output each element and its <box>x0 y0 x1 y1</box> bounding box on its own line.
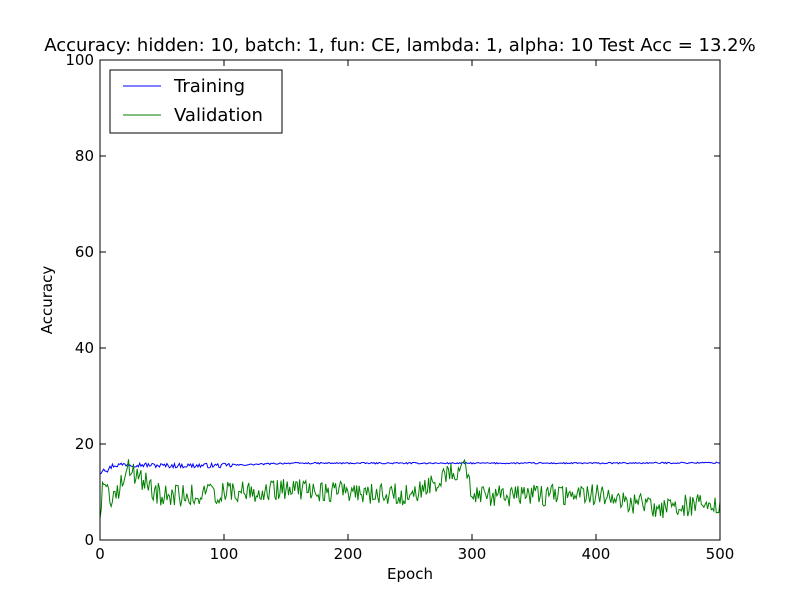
x-tick-label: 300 <box>458 545 487 563</box>
plot-border <box>99 59 721 541</box>
ticks-layer: 0 100 200 300 400 500 0 20 40 60 80 100 <box>65 51 734 563</box>
chart-title: Accuracy: hidden: 10, batch: 1, fun: CE,… <box>44 35 755 56</box>
series-line-training <box>99 461 721 475</box>
x-tick-label: 0 <box>95 545 105 563</box>
y-tick-label: 0 <box>84 531 94 549</box>
plot-area <box>100 60 720 540</box>
x-tick-label: 400 <box>582 545 611 563</box>
legend: Training Validation <box>109 69 283 134</box>
legend-label-validation: Validation <box>174 105 263 126</box>
x-tick-label: 200 <box>334 545 363 563</box>
y-axis-label: Accuracy <box>38 266 56 335</box>
y-tick-label: 60 <box>75 243 94 261</box>
x-tick-label: 100 <box>210 545 239 563</box>
legend-box <box>109 69 283 134</box>
series-layer <box>99 458 721 519</box>
y-tick-label: 20 <box>75 435 94 453</box>
y-tick-label: 40 <box>75 339 94 357</box>
y-tick-label: 80 <box>75 147 94 165</box>
x-axis-label: Epoch <box>387 565 433 583</box>
series-line-validation <box>99 458 721 519</box>
y-tick-label: 100 <box>65 51 94 69</box>
x-tick-label: 500 <box>706 545 735 563</box>
legend-label-training: Training <box>173 76 245 97</box>
